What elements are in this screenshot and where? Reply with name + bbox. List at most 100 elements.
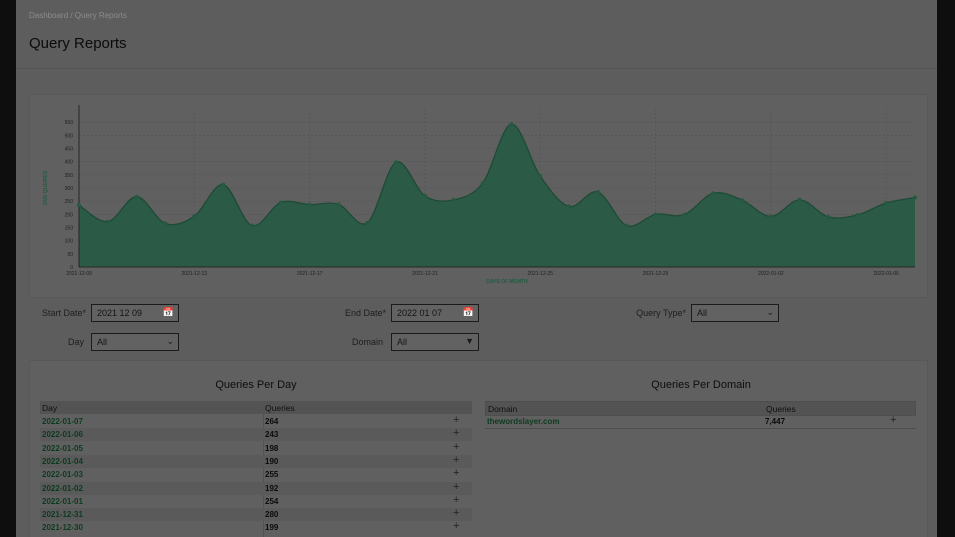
table-row: 2022-01-04 190 + xyxy=(40,453,472,468)
data-point xyxy=(711,191,716,196)
page: Dashboard / Query Reports Query Reports … xyxy=(16,0,937,537)
domain-value: All xyxy=(397,337,408,347)
table-row: 2022-01-06 243 + xyxy=(40,427,472,442)
data-point xyxy=(653,212,658,217)
table-header: Day Queries xyxy=(40,401,472,414)
table-header: Domain Queries xyxy=(485,401,916,416)
data-point xyxy=(538,174,543,179)
queries-chart: 0 50 100 150 200 250 300 350 400 450 500 550 2021-12… xyxy=(43,105,917,285)
data-point xyxy=(77,203,81,208)
plus-icon[interactable]: + xyxy=(453,467,460,480)
day-link[interactable]: 2022-01-02 xyxy=(42,483,83,493)
chevron-down-icon: ⌄ xyxy=(166,336,174,346)
x-tick-label: 2021-12-25 xyxy=(527,271,553,277)
column-header-queries: Queries xyxy=(265,403,295,413)
table-row: 2022-01-01 254 + xyxy=(40,493,472,508)
queries-count: 264 xyxy=(265,417,279,426)
data-point xyxy=(394,160,399,165)
day-link[interactable]: 2022-01-07 xyxy=(42,417,83,426)
data-point xyxy=(768,214,773,219)
domain-label: Domain xyxy=(351,337,383,347)
x-tick-label: 2022-01-02 xyxy=(758,271,784,277)
day-select[interactable]: All ⌄ xyxy=(91,333,179,351)
end-date-label: End Date* xyxy=(344,308,386,318)
plus-icon[interactable]: + xyxy=(890,414,897,426)
y-tick-label: 450 xyxy=(65,147,74,153)
column-header-domain: Domain xyxy=(488,404,518,414)
caret-down-icon: ▼ xyxy=(465,336,474,346)
divider xyxy=(16,68,937,69)
data-point xyxy=(682,212,687,217)
day-link[interactable]: 2022-01-03 xyxy=(42,470,83,480)
data-point xyxy=(740,198,745,203)
query-type-select[interactable]: All ⌄ xyxy=(691,304,779,322)
queries-count: 190 xyxy=(265,456,279,466)
end-date-input[interactable]: 2022 01 07 📅 xyxy=(391,304,479,322)
calendar-icon[interactable]: 📅 xyxy=(162,307,174,317)
queries-per-day-title: Queries Per Day xyxy=(215,379,297,391)
plus-icon[interactable]: + xyxy=(453,453,460,466)
data-point xyxy=(567,204,572,209)
day-label: Day xyxy=(67,337,84,347)
x-tick-label: 2021-12-17 xyxy=(297,271,323,277)
start-date-value: 2021 12 09 xyxy=(97,308,143,318)
x-tick-label: 2022-01-06 xyxy=(873,271,899,277)
breadcrumb: Dashboard / Query Reports xyxy=(29,11,127,20)
day-link[interactable]: 2022-01-05 xyxy=(42,443,83,453)
day-value: All xyxy=(97,337,108,347)
data-point xyxy=(624,223,629,228)
queries-count: 255 xyxy=(265,470,279,480)
column-header-day: Day xyxy=(42,403,58,413)
queries-count: 280 xyxy=(265,510,279,520)
data-point xyxy=(249,223,254,228)
y-tick-label: 500 xyxy=(65,133,74,139)
table-row: 2021-12-30 199 + xyxy=(40,520,472,534)
domain-link[interactable]: thewordslayer.com xyxy=(487,417,560,426)
plus-icon[interactable]: + xyxy=(453,520,460,533)
y-tick-label: 100 xyxy=(65,239,74,245)
plus-icon[interactable]: + xyxy=(453,507,460,520)
queries-count: 199 xyxy=(265,523,279,533)
data-point xyxy=(451,197,456,202)
data-point xyxy=(307,202,312,207)
filters: Start Date* 2021 12 09 📅 End Date* 2022 … xyxy=(16,300,937,360)
x-tick-label: 2021-12-09 xyxy=(66,271,92,277)
x-axis-label: DAYS OF MONTH xyxy=(486,279,528,285)
data-point xyxy=(278,200,283,205)
plus-icon[interactable]: + xyxy=(453,440,460,453)
plus-icon[interactable]: + xyxy=(453,493,460,506)
queries-count: 7,447 xyxy=(765,417,786,426)
queries-per-domain-table: Domain Queries thewordslayer.com 7,447 + xyxy=(485,401,916,429)
chart-card: 0 50 100 150 200 250 300 350 400 450 500 550 2021-12… xyxy=(29,94,928,298)
day-link[interactable]: 2021-12-31 xyxy=(42,510,83,520)
data-point xyxy=(163,221,168,226)
table-row: 2022-01-03 255 + xyxy=(40,467,472,481)
y-tick-label: 350 xyxy=(65,173,74,179)
y-tick-label: 50 xyxy=(67,252,73,258)
x-tick-label: 2021-12-21 xyxy=(412,271,438,277)
day-link[interactable]: 2022-01-01 xyxy=(42,496,83,506)
day-link[interactable]: 2021-12-30 xyxy=(42,523,83,533)
domain-select[interactable]: All ▼ xyxy=(391,333,479,351)
calendar-icon[interactable]: 📅 xyxy=(462,307,474,317)
data-point xyxy=(105,219,110,224)
day-link[interactable]: 2022-01-04 xyxy=(42,456,83,466)
start-date-input[interactable]: 2021 12 09 📅 xyxy=(91,304,179,322)
data-point xyxy=(797,197,802,202)
plus-icon[interactable]: + xyxy=(453,427,460,440)
data-point xyxy=(422,193,427,198)
plus-icon[interactable]: + xyxy=(453,414,460,426)
queries-count: 254 xyxy=(265,496,279,506)
y-axis-label: DNS QUERIES xyxy=(43,170,49,205)
plus-icon[interactable]: + xyxy=(453,480,460,493)
y-tick-label: 200 xyxy=(65,212,74,218)
query-type-value: All xyxy=(697,308,708,318)
data-point xyxy=(595,189,600,194)
data-point xyxy=(884,201,889,206)
y-tick-label: 250 xyxy=(65,199,74,205)
chevron-down-icon: ⌄ xyxy=(766,307,774,317)
data-point xyxy=(336,202,341,207)
data-point xyxy=(913,195,917,200)
day-link[interactable]: 2022-01-06 xyxy=(42,430,83,440)
queries-per-domain-title: Queries Per Domain xyxy=(651,379,751,391)
